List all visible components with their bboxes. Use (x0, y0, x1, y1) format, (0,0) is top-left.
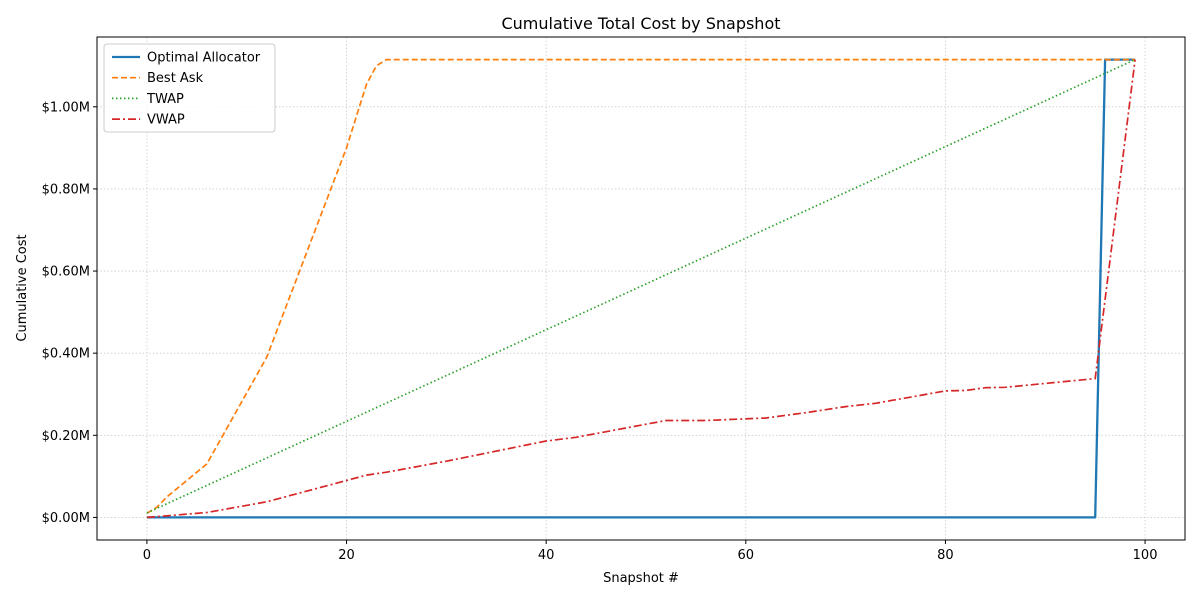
y-axis-ticks: $0.00M $0.20M $0.40M $0.60M $0.80M $1.00M (42, 100, 97, 526)
x-tick-label: 80 (937, 548, 954, 563)
legend-box (103, 43, 276, 133)
legend-label: Best Ask (147, 71, 204, 86)
chart-title: Cumulative Total Cost by Snapshot (501, 14, 780, 33)
y-tick-label: $0.60M (42, 265, 90, 280)
series-line-3 (146, 58, 1136, 514)
x-tick-label: 60 (738, 548, 755, 563)
series-line-4 (146, 59, 1136, 519)
plot-frame (96, 36, 1186, 541)
y-tick-label: $0.40M (42, 347, 90, 362)
x-axis-ticks: 0 20 40 60 80 100 (143, 540, 1158, 563)
legend-label: TWAP (146, 92, 184, 107)
legend-label: Optimal Allocator (147, 51, 261, 66)
x-tick-label: 0 (143, 548, 151, 563)
x-tick-label: 20 (338, 548, 355, 563)
y-tick-label: $0.20M (42, 429, 90, 444)
y-tick-label: $0.00M (42, 511, 90, 526)
y-tick-label: $1.00M (42, 100, 90, 115)
x-tick-label: 100 (1133, 548, 1158, 563)
legend-label: VWAP (147, 113, 185, 128)
y-tick-label: $0.80M (42, 182, 90, 197)
series-lines (146, 58, 1136, 519)
legend: Optimal Allocator Best Ask TWAP VWAP (103, 43, 276, 133)
series-line-2 (146, 58, 1136, 515)
y-axis-label: Cumulative Cost (15, 234, 30, 341)
series-line-1 (146, 58, 1136, 519)
x-axis-label: Snapshot # (603, 571, 679, 586)
x-tick-label: 40 (538, 548, 555, 563)
